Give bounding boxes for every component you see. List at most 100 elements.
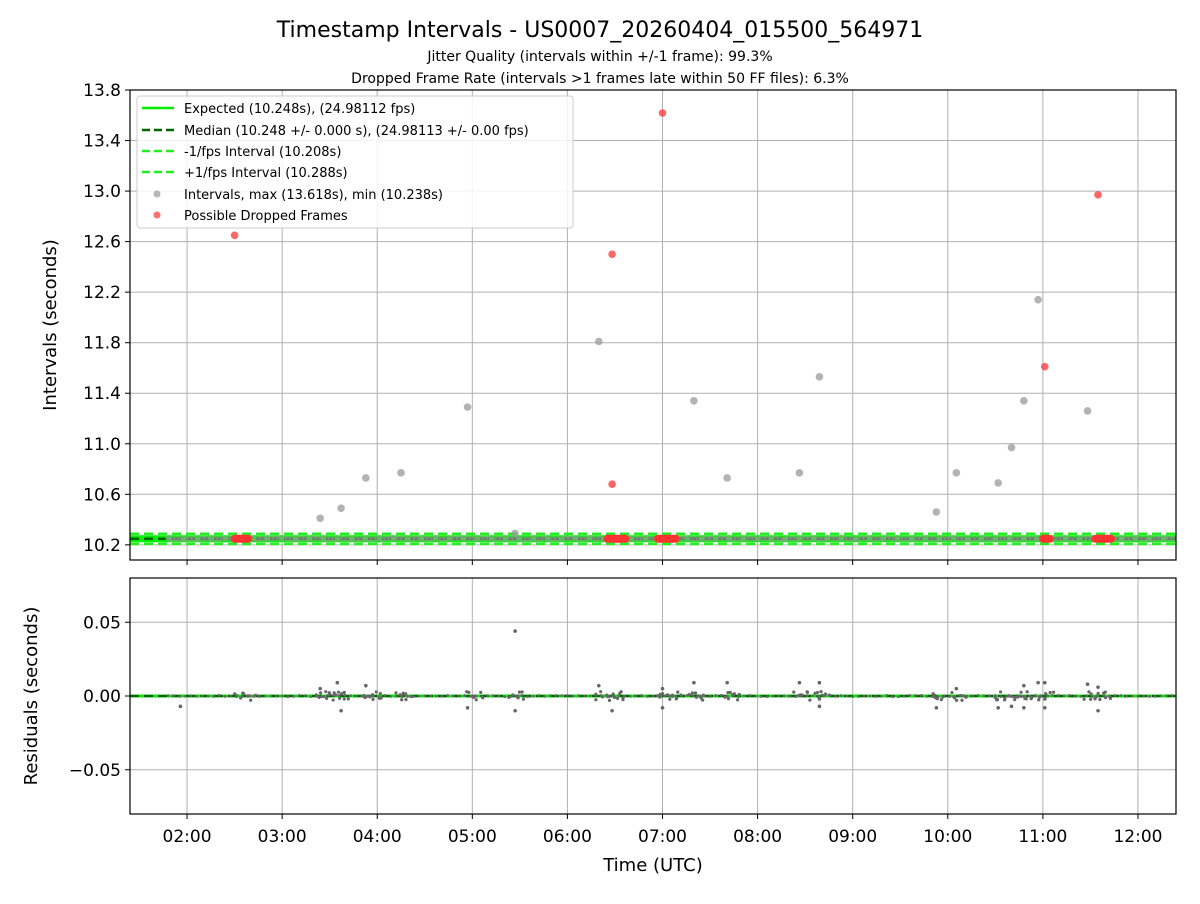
interval-point xyxy=(1055,535,1062,542)
interval-point xyxy=(1162,535,1169,542)
residual-point xyxy=(788,694,792,698)
residual-point xyxy=(1153,695,1157,698)
residual-point xyxy=(817,694,820,698)
residual-point xyxy=(366,694,370,698)
interval-point xyxy=(362,474,370,482)
residual-point xyxy=(815,690,820,695)
residual-point xyxy=(657,694,661,698)
residual-point xyxy=(166,694,170,698)
residual-point xyxy=(246,695,250,698)
residual-point xyxy=(404,698,408,702)
top-y-tick-label: 13.0 xyxy=(83,182,121,202)
residual-point xyxy=(942,694,946,698)
residual-point xyxy=(828,694,832,698)
residual-point xyxy=(292,694,295,698)
residual-point xyxy=(628,694,632,698)
residual-point xyxy=(319,691,323,695)
residual-point xyxy=(457,694,461,698)
residual-point xyxy=(1039,695,1043,698)
residual-point xyxy=(1042,680,1047,685)
residual-point xyxy=(467,690,471,694)
dropped-frame-point xyxy=(1094,191,1102,199)
residual-point xyxy=(252,694,256,698)
interval-point xyxy=(289,536,296,543)
dropped-frame-point xyxy=(608,480,616,488)
x-tick-label: 04:00 xyxy=(353,827,402,847)
interval-point xyxy=(397,469,405,477)
residual-point xyxy=(404,692,408,696)
interval-point xyxy=(310,535,317,542)
residual-point xyxy=(697,694,701,698)
interval-point xyxy=(725,535,732,542)
residual-point xyxy=(645,694,649,698)
residual-point xyxy=(1085,682,1090,686)
residual-point xyxy=(1016,694,1020,698)
interval-point xyxy=(387,535,394,542)
residual-point xyxy=(406,695,410,698)
residual-point xyxy=(668,697,672,701)
residual-point xyxy=(874,695,877,698)
residual-point xyxy=(335,680,340,685)
residual-point xyxy=(514,694,518,698)
x-tick-label: 11:00 xyxy=(1018,827,1067,847)
residual-point xyxy=(965,694,969,698)
top-y-tick-label: 10.2 xyxy=(83,536,121,556)
residual-point xyxy=(269,694,273,698)
interval-point xyxy=(635,535,642,542)
residual-point xyxy=(999,695,1003,699)
residual-point xyxy=(856,694,860,698)
residual-point xyxy=(998,690,1003,694)
residual-point xyxy=(953,695,957,699)
residual-point xyxy=(666,693,670,697)
residual-point xyxy=(1087,690,1091,694)
interval-point xyxy=(858,535,865,542)
residual-point xyxy=(1130,694,1134,698)
residual-point xyxy=(1043,697,1047,701)
legend: Expected (10.248s), (24.98112 fps) Media… xyxy=(136,95,574,229)
residual-point xyxy=(902,694,906,698)
interval-point xyxy=(764,535,771,542)
residual-point xyxy=(948,695,952,698)
residual-point xyxy=(1089,692,1093,696)
top-axes-frame xyxy=(129,89,1177,561)
residual-point xyxy=(172,694,176,698)
residual-point xyxy=(914,694,917,697)
residual-point xyxy=(1170,694,1174,697)
residual-point xyxy=(346,697,350,701)
interval-point xyxy=(353,536,360,543)
residual-point xyxy=(1024,697,1028,701)
residual-point xyxy=(805,694,809,697)
residual-point xyxy=(378,691,382,696)
residual-point xyxy=(1022,694,1026,698)
residual-point xyxy=(513,708,517,713)
residual-point xyxy=(615,696,620,700)
residual-point xyxy=(754,694,758,698)
chart-title: Timestamp Intervals - US0007_20260404_01… xyxy=(276,18,923,43)
residual-point xyxy=(1090,695,1094,699)
residual-point xyxy=(862,694,866,698)
residual-point xyxy=(885,693,889,697)
interval-point xyxy=(391,535,398,542)
residual-point xyxy=(694,695,698,699)
residual-point xyxy=(334,693,338,697)
residual-point xyxy=(451,694,455,698)
interval-point xyxy=(815,373,824,381)
residual-point xyxy=(275,694,278,698)
residual-point xyxy=(340,692,344,696)
residual-point xyxy=(1042,706,1047,710)
residual-point xyxy=(240,695,244,698)
residual-point xyxy=(619,690,623,694)
interval-point xyxy=(1170,535,1177,542)
residual-point xyxy=(748,693,752,697)
residual-point xyxy=(1142,694,1146,698)
residual-point xyxy=(303,694,307,698)
interval-point xyxy=(845,536,852,543)
interval-point xyxy=(905,535,912,542)
interval-point xyxy=(759,535,766,542)
residual-point xyxy=(1028,694,1031,698)
top-y-axis-label: Intervals (seconds) xyxy=(40,239,61,411)
interval-point xyxy=(169,536,176,543)
residual-point xyxy=(676,690,680,694)
residual-point xyxy=(389,695,392,698)
